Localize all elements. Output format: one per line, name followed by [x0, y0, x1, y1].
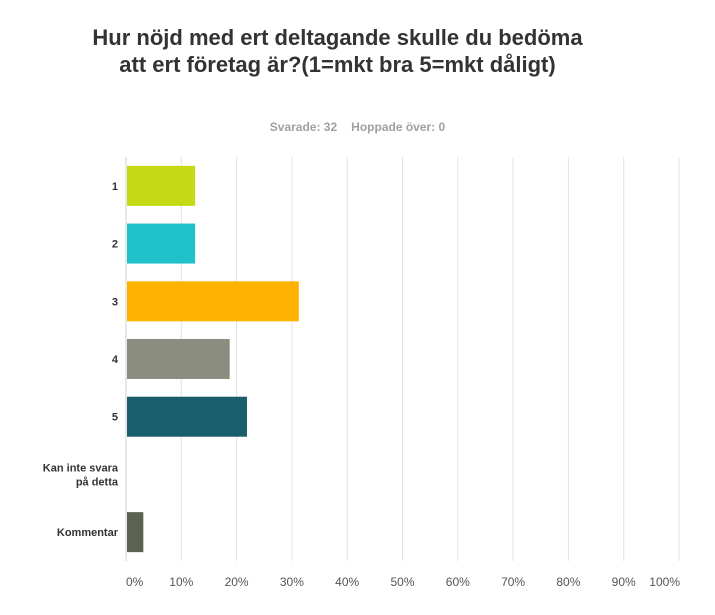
category-label: 3 [112, 296, 118, 308]
answered-count: Svarade: 32 [269, 120, 338, 134]
category-label: Kommentar [57, 527, 119, 539]
bar-4 [127, 339, 230, 379]
x-tick-label: 40% [335, 575, 359, 589]
x-tick-label: 10% [169, 575, 193, 589]
response-stats: Svarade: 32 Hoppade över: 0 [0, 120, 715, 134]
x-tick-label: 100% [649, 575, 680, 589]
x-tick-label: 60% [446, 575, 470, 589]
x-tick-label: 0% [126, 575, 144, 589]
bar-5 [127, 396, 247, 437]
x-tick-label: 30% [280, 575, 304, 589]
skipped-count: Hoppade över: 0 [351, 120, 446, 134]
category-label: på detta [76, 476, 119, 488]
bar-1 [127, 165, 196, 206]
x-tick-label: 70% [501, 575, 525, 589]
category-label: 2 [112, 239, 118, 251]
category-label: Kan inte svara [43, 462, 119, 474]
bar-3 [127, 281, 299, 322]
x-tick-label: 80% [556, 575, 580, 589]
category-label: 4 [112, 354, 119, 366]
bar-7 [127, 512, 144, 553]
x-tick-label: 90% [612, 575, 636, 589]
bar-2 [127, 223, 196, 264]
category-label: 5 [112, 412, 118, 424]
x-tick-label: 20% [225, 575, 249, 589]
category-label: 1 [112, 181, 118, 193]
x-tick-label: 50% [390, 575, 414, 589]
chart-title: Hur nöjd med ert deltagande skulle du be… [92, 25, 583, 77]
